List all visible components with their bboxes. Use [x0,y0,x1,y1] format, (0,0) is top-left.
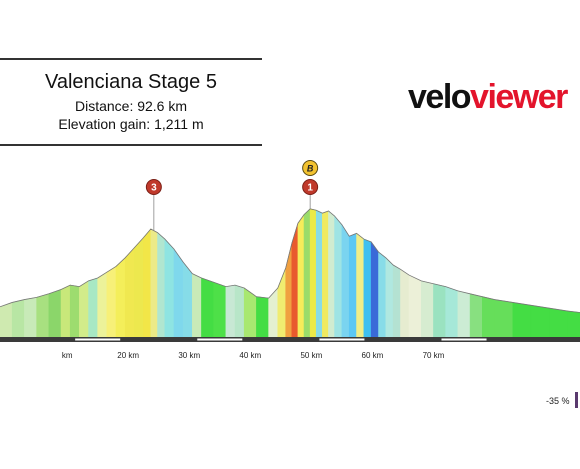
climb-marker [302,179,319,195]
profile-segment [309,208,317,338]
profile-segment [213,281,227,338]
x-tick-label: 60 km [362,351,384,360]
baseline-band [197,338,243,341]
profile-outline [0,208,580,313]
profile-segment [370,241,379,338]
profile-segment [97,271,108,338]
profile-segment [285,243,293,338]
profile-segment [392,264,401,338]
profile-segment [36,293,50,338]
profile-segment [408,274,422,338]
profile-segment [157,231,166,338]
profile-segment [124,246,135,338]
profile-segment [60,284,71,338]
profile-segment [420,280,434,338]
x-tick-label: 40 km [239,351,261,360]
profile-segment [385,257,394,338]
stage-title: Valenciana Stage 5 [45,71,217,93]
gradient-legend-swatch [575,392,578,408]
logo-velo: velo [408,78,472,116]
logo-viewer: viewer [470,78,568,116]
profile-segment [363,238,372,338]
profile-segment [567,310,580,338]
profile-segment [69,284,80,338]
profile-segment [173,248,184,338]
gradient-legend-label: -35 % [546,396,570,406]
profile-segment [512,302,532,338]
profile-segment [378,251,387,338]
profile-segment [192,273,202,338]
profile-segment [334,215,343,338]
veloviewer-logo: veloviewer [408,78,568,117]
profile-segment [469,293,483,338]
profile-segment [494,299,514,338]
profile-segment [88,277,98,338]
profile-segment [328,210,335,338]
profile-segment [150,228,158,338]
profile-segment [11,299,25,338]
stage-elevation-gain: Elevation gain: 1,211 m [58,116,204,132]
profile-segment [225,284,236,338]
profile-segment [530,304,550,338]
profile-segment [268,287,279,338]
bonus-sprint-marker [302,160,319,176]
profile-segment [0,302,13,338]
profile-segment [322,210,329,338]
profile-segment [356,232,365,338]
profile-segment [24,297,37,338]
profile-segment [445,286,459,338]
profile-segment [315,209,323,338]
profile-segment [182,261,193,338]
profile-segment [164,238,175,338]
profile-segment [143,228,152,338]
profile-baseline [0,337,580,342]
profile-segment [234,284,245,338]
x-tick-label: 20 km [117,351,139,360]
stage-distance: Distance: 92.6 km [74,98,188,114]
profile-segment [348,232,357,338]
title-rule-top [0,58,262,60]
profile-segment [400,268,410,338]
baseline-band [441,338,487,341]
title-box: Valenciana Stage 5 Distance: 92.6 km Ele… [0,58,262,146]
profile-segment [115,257,126,338]
baseline-band [75,338,121,341]
profile-segment [303,208,311,338]
baseline-band [319,338,365,341]
profile-segment [134,236,144,338]
x-tick-label: 30 km [178,351,200,360]
profile-segment [297,213,305,338]
x-tick-label: 70 km [423,351,445,360]
profile-segment [201,277,214,338]
profile-segment [256,296,269,338]
profile-segment [79,280,89,338]
profile-segment [482,296,495,338]
profile-segment [48,289,62,338]
x-tick-label: 50 km [300,351,322,360]
profile-segment [549,307,569,338]
bonus-sprint-label: B [307,164,314,174]
profile-segment [106,265,117,338]
climb-marker-label: 1 [307,183,313,194]
x-tick-label: km [62,351,73,360]
title-rule-bottom [0,144,262,146]
profile-segment [433,283,446,338]
profile-segment [341,223,350,338]
profile-segment [457,290,471,338]
climb-marker-label: 3 [151,183,157,194]
climb-marker [145,179,162,195]
